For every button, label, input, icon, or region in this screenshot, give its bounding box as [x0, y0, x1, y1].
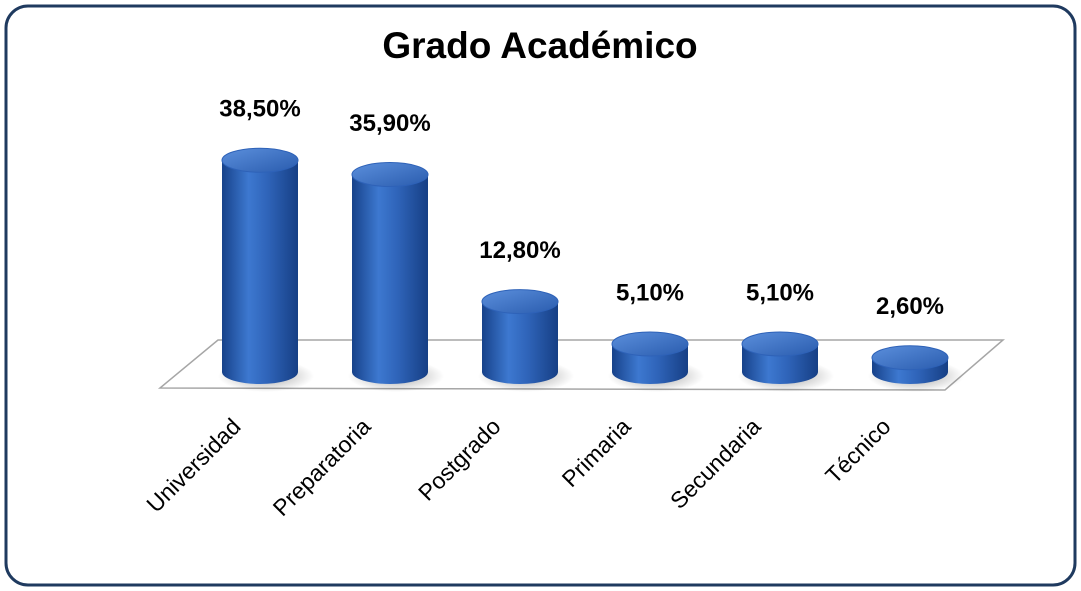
bar-top	[871, 345, 949, 371]
value-label: 38,50%	[219, 96, 300, 123]
bar-top	[741, 331, 819, 357]
value-label: 5,10%	[746, 279, 814, 306]
bar-top	[351, 162, 429, 188]
value-label: 12,80%	[479, 237, 560, 264]
bar-top	[611, 331, 689, 357]
bar	[482, 301, 558, 384]
bar	[352, 174, 428, 384]
chart-title: Grado Académico	[382, 25, 697, 66]
bar	[222, 160, 298, 384]
value-label: 35,90%	[349, 110, 430, 137]
value-label: 5,10%	[616, 279, 684, 306]
bar-top	[221, 147, 299, 173]
bar-top	[481, 289, 559, 315]
value-label: 2,60%	[876, 293, 944, 320]
